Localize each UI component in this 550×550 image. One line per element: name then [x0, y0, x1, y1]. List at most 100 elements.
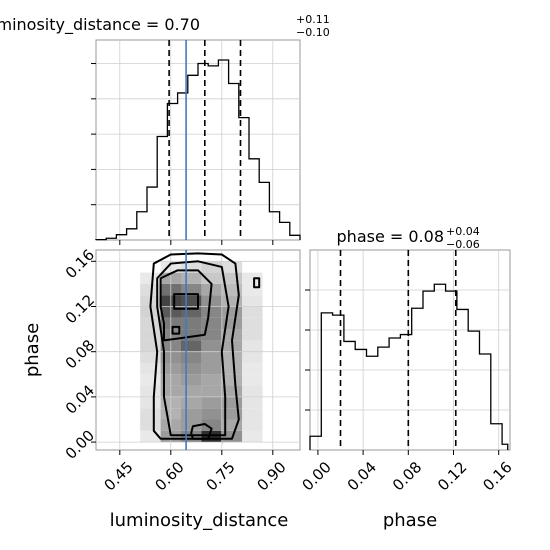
phase-histogram — [309, 283, 509, 450]
luminosity-distance-title-plus: +0.11 — [296, 13, 330, 26]
x-tick-label: 0.16 — [479, 458, 515, 494]
density-cell — [242, 385, 263, 397]
density-cell — [242, 295, 263, 307]
density-cell — [140, 408, 161, 420]
density-cell — [221, 351, 243, 363]
luminosity-distance-title-minus: −0.10 — [296, 26, 330, 39]
y-tick-label: 0.08 — [62, 336, 98, 372]
density-cell — [221, 362, 243, 375]
x-tick-label: 0.12 — [434, 458, 470, 494]
density-cell — [140, 340, 161, 352]
density-cell — [201, 306, 222, 318]
density-cell — [181, 329, 202, 341]
grid-layer — [91, 250, 300, 455]
y-axis-label: phase — [22, 323, 43, 377]
phase-x-axis-label: phase — [383, 510, 437, 531]
density-cell — [242, 396, 263, 409]
density-cell — [201, 329, 222, 341]
density-cell — [140, 283, 161, 296]
density-cell — [242, 272, 263, 284]
density-cell — [221, 283, 243, 296]
density-cell — [201, 261, 222, 273]
contour-line — [159, 269, 213, 342]
contour-lines — [149, 252, 261, 440]
contour-line — [190, 423, 213, 440]
contour-line — [253, 277, 261, 289]
density-cell — [242, 419, 263, 431]
density-cell — [242, 317, 263, 330]
contour-line — [171, 325, 181, 335]
contour-line — [173, 293, 199, 310]
density-cell — [242, 430, 263, 443]
density-cell — [181, 295, 202, 307]
x-tick-label: 0.75 — [202, 458, 238, 494]
density-cell — [140, 385, 161, 397]
density-cell — [201, 362, 222, 375]
density-cell — [181, 408, 202, 420]
density-cell — [221, 261, 243, 273]
density-cell — [140, 374, 161, 386]
panel-phase-histogram: 0.00 0.04 0.08 0.12 0.16 phase = 0.08 +0.04 … — [299, 225, 516, 531]
phase-title-minus: −0.06 — [446, 238, 480, 251]
x-axis-label: luminosity_distance — [110, 510, 289, 531]
x-tick-label: 0.60 — [151, 458, 187, 494]
density-cell — [221, 295, 243, 307]
density-cell — [181, 272, 202, 284]
density-cell — [181, 306, 202, 318]
contour-line — [156, 260, 230, 437]
density-cell — [140, 419, 161, 431]
density-cell — [201, 317, 222, 330]
density-cell — [181, 385, 202, 397]
luminosity-distance-histogram — [95, 59, 301, 241]
x-tick-label: 0.45 — [100, 458, 136, 494]
x-tick-labels: 0.00 0.04 0.08 0.12 0.16 — [299, 458, 516, 494]
density-cell — [201, 340, 222, 352]
density-cell — [201, 351, 222, 363]
x-tick-labels: 0.45 0.60 0.75 0.90 — [100, 458, 289, 494]
panel-frame — [309, 249, 511, 451]
density-cell — [140, 317, 161, 330]
density-cell — [242, 351, 263, 363]
density-cell — [221, 408, 243, 420]
panel-luminosity-distance-histogram: luminosity_distance = 0.70 +0.11 −0.10 — [0, 13, 330, 245]
density-cell — [181, 374, 202, 386]
y-tick-labels: 0.00 0.04 0.08 0.12 0.16 — [62, 246, 98, 463]
density-cell — [221, 396, 243, 409]
density-cell — [221, 306, 243, 318]
density-cell — [181, 362, 202, 375]
density-cell — [201, 430, 222, 443]
grid-layer — [305, 250, 510, 455]
luminosity-distance-title: luminosity_distance = 0.70 — [0, 15, 200, 35]
density-cell — [181, 419, 202, 431]
y-tick-label: 0.04 — [62, 381, 98, 417]
density-cell — [181, 351, 202, 363]
density-cell — [221, 374, 243, 386]
density-cell — [221, 419, 243, 431]
phase-title: phase = 0.08 — [337, 227, 444, 246]
x-tick-label: 0.00 — [299, 458, 335, 494]
panel-joint-density: 0.45 0.60 0.75 0.90 0.00 0.04 0.08 0.12 0.16 lu… — [22, 246, 301, 531]
density-cell — [201, 408, 222, 420]
density-cell — [201, 385, 222, 397]
y-tick-label: 0.16 — [62, 246, 98, 282]
density-cell — [140, 396, 161, 409]
density-cell — [181, 283, 202, 296]
x-tick-label: 0.04 — [344, 458, 380, 494]
contour-line — [149, 252, 240, 440]
density-cell — [201, 272, 222, 284]
y-tick-label: 0.12 — [62, 291, 98, 327]
density-cell — [221, 272, 243, 284]
density-cell — [181, 396, 202, 409]
density-cell — [242, 408, 263, 420]
grid-layer — [91, 40, 300, 245]
density-cell — [140, 272, 161, 284]
density-cell — [140, 362, 161, 375]
density-cell — [140, 430, 161, 443]
density-cell — [242, 306, 263, 318]
density-cell — [181, 261, 202, 273]
density-cell — [201, 374, 222, 386]
density-cell — [201, 396, 222, 409]
phase-title-plus: +0.04 — [446, 225, 480, 238]
density-cell — [221, 385, 243, 397]
